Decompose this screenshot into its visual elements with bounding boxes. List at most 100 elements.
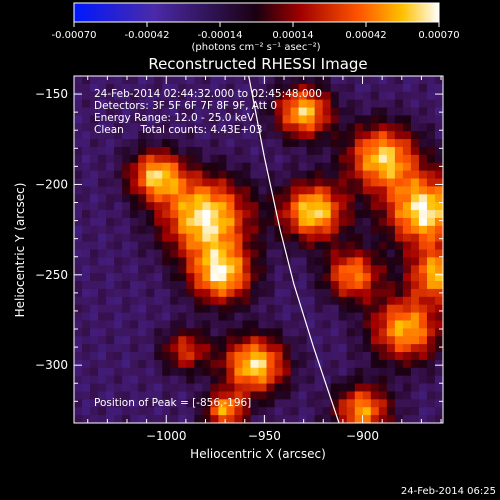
heatmap-cell <box>146 123 155 132</box>
heatmap-cell <box>354 304 364 314</box>
heatmap-cell <box>154 139 163 148</box>
heatmap-cell <box>250 304 260 314</box>
heatmap-cell <box>378 383 388 393</box>
heatmap-cell <box>410 83 420 93</box>
heatmap-cell <box>170 320 179 329</box>
colorbar-tick-label: -0.00070 <box>52 30 97 41</box>
heatmap-cell <box>362 139 372 148</box>
heatmap-cell <box>410 281 420 290</box>
heatmap-cell <box>106 210 115 219</box>
heatmap-cell <box>386 217 396 227</box>
heatmap-cell <box>426 383 436 393</box>
heatmap-cell <box>130 76 139 85</box>
heatmap-cell <box>250 146 260 156</box>
heatmap-cell <box>186 249 195 258</box>
heatmap-cell <box>402 328 412 337</box>
heatmap-cell <box>386 186 396 195</box>
heatmap-cell <box>362 304 372 314</box>
heatmap-cell <box>378 320 388 329</box>
heatmap-cell <box>410 312 420 322</box>
heatmap-cell <box>202 202 211 211</box>
heatmap-cell <box>226 76 236 85</box>
heatmap-cell <box>242 217 252 227</box>
heatmap-cell <box>170 359 179 369</box>
heatmap-cell <box>362 217 372 227</box>
heatmap-cell <box>378 107 388 117</box>
y-tick-label: −200 <box>35 177 68 191</box>
heatmap-cell <box>170 154 179 164</box>
heatmap-cell <box>154 249 163 258</box>
heatmap-cell <box>146 194 155 203</box>
heatmap-cell <box>314 217 324 227</box>
heatmap-cell <box>242 249 252 258</box>
heatmap-cell <box>90 320 99 329</box>
heatmap-cell <box>290 194 300 203</box>
heatmap-cell <box>146 281 155 290</box>
x-tick-label: −950 <box>248 429 281 443</box>
heatmap-cell <box>298 249 308 258</box>
heatmap-cell <box>426 107 436 117</box>
heatmap-cell <box>426 170 436 180</box>
heatmap-cell <box>122 146 131 156</box>
heatmap-cell <box>426 241 436 251</box>
heatmap-cell <box>90 178 99 188</box>
heatmap-cell <box>258 328 268 337</box>
heatmap-cell <box>386 336 396 345</box>
heatmap-cell <box>258 320 268 329</box>
heatmap-cell <box>242 375 252 385</box>
heatmap-cell <box>146 296 155 306</box>
heatmap-cell <box>338 312 348 322</box>
heatmap-cell <box>314 296 324 306</box>
heatmap-cell <box>434 288 443 298</box>
heatmap-cell <box>226 415 236 423</box>
heatmap-cell <box>106 375 115 385</box>
heatmap-cell <box>266 352 276 361</box>
heatmap-cell <box>146 249 155 258</box>
heatmap-cell <box>394 304 404 314</box>
heatmap-cell <box>122 83 131 93</box>
heatmap-cell <box>362 91 372 101</box>
heatmap-cell <box>314 336 324 345</box>
heatmap-cell <box>218 178 228 188</box>
heatmap-cell <box>402 115 412 124</box>
heatmap-cell <box>98 178 107 188</box>
heatmap-cell <box>106 99 115 109</box>
heatmap-cell <box>178 99 187 109</box>
heatmap-cell <box>378 83 388 93</box>
heatmap-cell <box>186 265 195 274</box>
heatmap-cell <box>122 383 131 393</box>
heatmap-cell <box>410 76 420 85</box>
heatmap-cell <box>346 296 356 306</box>
heatmap-cell <box>346 265 356 274</box>
heatmap-cell <box>194 312 203 322</box>
heatmap-cell <box>138 131 147 140</box>
heatmap-cell <box>154 178 163 188</box>
heatmap-cell <box>210 99 219 109</box>
heatmap-cell <box>394 312 404 322</box>
heatmap-cell <box>370 383 380 393</box>
heatmap-cell <box>82 288 91 298</box>
x-tick-label: −900 <box>346 429 379 443</box>
heatmap-cell <box>178 249 187 258</box>
heatmap-cell <box>186 170 195 180</box>
heatmap-cell <box>282 352 292 361</box>
heatmap-cell <box>298 131 308 140</box>
heatmap-cell <box>202 415 211 423</box>
heatmap-cell <box>170 217 179 227</box>
heatmap-cell <box>186 407 195 416</box>
heatmap-cell <box>202 115 211 124</box>
heatmap-cell <box>202 83 211 93</box>
heatmap-cell <box>362 375 372 385</box>
heatmap-cell <box>402 186 412 195</box>
heatmap-cell <box>186 281 195 290</box>
heatmap-cell <box>194 83 203 93</box>
heatmap-cell <box>106 146 115 156</box>
heatmap-cell <box>210 154 219 164</box>
heatmap-cell <box>90 115 99 124</box>
heatmap-cell <box>122 399 131 408</box>
heatmap-cell <box>346 336 356 345</box>
heatmap-cell <box>186 91 195 101</box>
heatmap-cell <box>394 281 404 290</box>
heatmap-cell <box>282 257 292 266</box>
heatmap-cell <box>130 202 139 211</box>
